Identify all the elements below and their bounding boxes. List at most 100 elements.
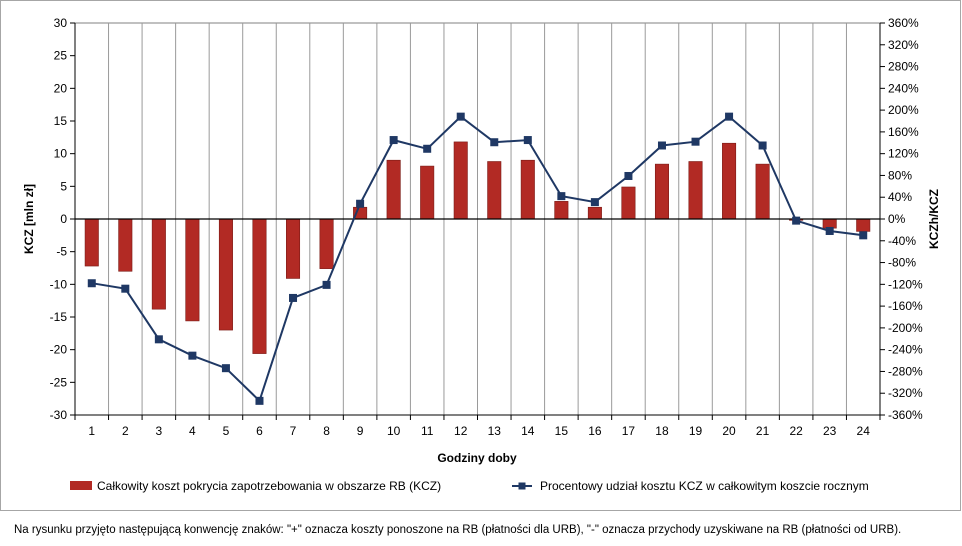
legend-swatch-marker (518, 482, 526, 490)
x-axis-title: Godziny doby (437, 451, 517, 465)
chart: 302520151050-5-10-15-20-25-30360%320%280… (0, 0, 961, 511)
bar (587, 206, 602, 220)
line-point (289, 293, 298, 302)
x-tick-label: 18 (655, 424, 669, 438)
bar (554, 201, 569, 220)
series-line (91, 115, 864, 403)
bar (218, 218, 233, 331)
y2-tick-label: -280% (888, 364, 923, 378)
y-tick-label: 0 (60, 212, 67, 226)
y-tick-label: -10 (50, 277, 68, 291)
y-tick-label: -20 (50, 343, 68, 357)
bar (487, 161, 502, 220)
y2-tick-label: 80% (888, 168, 912, 182)
y-axis-title: KCZ [mln zł] (22, 184, 36, 254)
y-tick-label: 25 (54, 49, 68, 63)
y2-tick-label: -120% (888, 277, 923, 291)
y2-tick-label: 160% (888, 125, 919, 139)
line-point (657, 141, 666, 150)
y2-tick-label: 360% (888, 16, 919, 30)
y2-tick-label: 200% (888, 103, 919, 117)
x-tick-label: 6 (256, 424, 263, 438)
y2-tick-label: -240% (888, 343, 923, 357)
y2-tick-label: -40% (888, 234, 916, 248)
x-tick-label: 8 (323, 424, 330, 438)
x-tick-label: 20 (722, 424, 736, 438)
line-point (624, 171, 633, 180)
x-tick-label: 3 (156, 424, 163, 438)
x-tick-label: 10 (387, 424, 401, 438)
x-tick-label: 12 (454, 424, 468, 438)
y-tick-label: 30 (54, 16, 68, 30)
line-point (792, 216, 801, 225)
bar-series (84, 141, 871, 354)
line-point (87, 279, 96, 288)
bar (118, 218, 133, 272)
line-point (557, 192, 566, 201)
x-tick-label: 22 (789, 424, 803, 438)
line-series (87, 112, 868, 405)
bar (856, 218, 871, 232)
bar (185, 218, 200, 322)
bar (386, 159, 401, 220)
y-tick-label: -5 (56, 245, 67, 259)
y2-tick-label: -320% (888, 386, 923, 400)
bar (319, 218, 334, 269)
y2-tick-label: 120% (888, 147, 919, 161)
line-point (154, 335, 163, 344)
x-tick-label: 13 (488, 424, 502, 438)
y2-tick-label: 40% (888, 190, 912, 204)
bar (755, 163, 770, 220)
x-tick-label: 17 (622, 424, 636, 438)
y-tick-label: 20 (54, 81, 68, 95)
x-tick-label: 16 (588, 424, 602, 438)
y2-tick-label: -160% (888, 299, 923, 313)
y2-tick-label: 0% (888, 212, 906, 226)
y2-tick-label: -200% (888, 321, 923, 335)
x-tick-label: 19 (689, 424, 703, 438)
y2-tick-label: 320% (888, 38, 919, 52)
y-tick-label: -30 (50, 408, 68, 422)
y-tick-label: 10 (54, 147, 68, 161)
line-point (758, 141, 767, 150)
bar (420, 165, 435, 220)
line-point (255, 396, 264, 405)
line-point (725, 112, 734, 121)
line-point (322, 280, 331, 289)
y2-axis-title: KCZh/KCZ (927, 189, 941, 249)
y-tick-label: -15 (50, 310, 68, 324)
line-point (490, 138, 499, 147)
x-tick-label: 4 (189, 424, 196, 438)
footnote: Na rysunku przyjęto następującą konwencj… (14, 524, 902, 536)
x-tick-label: 15 (555, 424, 569, 438)
x-tick-label: 2 (122, 424, 129, 438)
x-tick-label: 14 (521, 424, 535, 438)
x-tick-label: 1 (88, 424, 95, 438)
bar (621, 186, 636, 220)
line-point (221, 364, 230, 373)
x-tick-label: 5 (223, 424, 230, 438)
legend: Całkowity koszt pokrycia zapotrzebowania… (70, 479, 869, 493)
line-point (825, 226, 834, 235)
line-point (523, 136, 532, 145)
legend-swatch-bar (70, 481, 92, 490)
line-point (590, 198, 599, 207)
line-point (188, 351, 197, 360)
bar (722, 142, 737, 220)
bar (520, 159, 535, 220)
y2-tick-label: -80% (888, 256, 916, 270)
x-tick-label: 23 (823, 424, 837, 438)
line-point (691, 137, 700, 146)
line-point (859, 231, 868, 240)
y-tick-label: 15 (54, 114, 68, 128)
y2-tick-label: -360% (888, 408, 923, 422)
legend-label-bar: Całkowity koszt pokrycia zapotrzebowania… (97, 479, 441, 493)
y2-tick-label: 280% (888, 60, 919, 74)
bar (84, 218, 99, 267)
line-point (356, 199, 365, 208)
y2-tick-label: 240% (888, 81, 919, 95)
x-tick-label: 9 (357, 424, 364, 438)
bar (688, 161, 703, 220)
y-tick-label: 5 (60, 179, 67, 193)
x-tick-label: 11 (421, 424, 434, 438)
